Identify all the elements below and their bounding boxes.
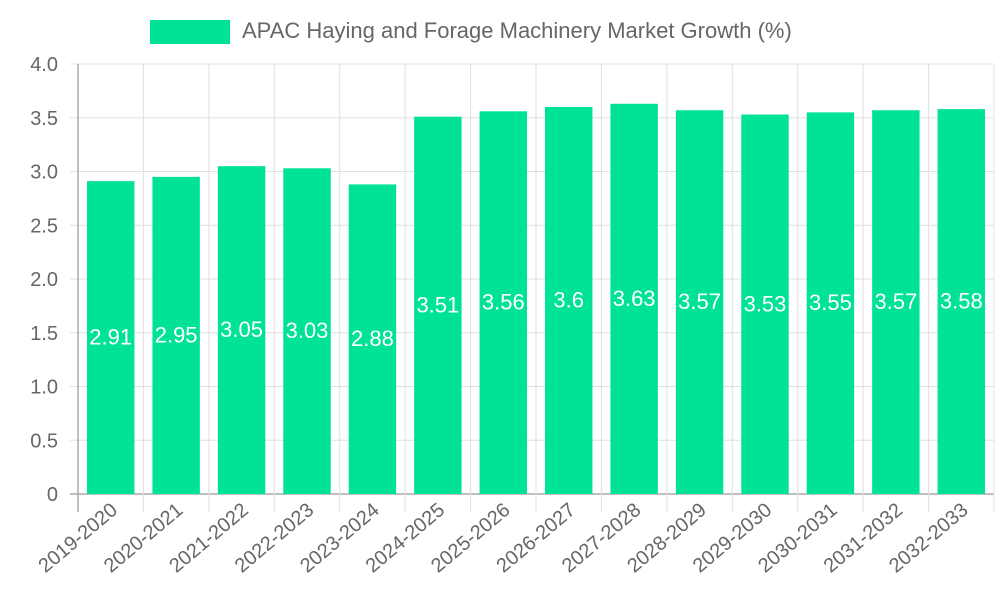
bar[interactable]: [937, 109, 985, 495]
bar[interactable]: [414, 116, 462, 495]
bar-value-label: 3.55: [809, 290, 852, 315]
legend-swatch[interactable]: [150, 20, 230, 44]
bar-value-label: 3.57: [678, 289, 721, 314]
bar-value-label: 3.58: [940, 289, 983, 314]
bar-value-label: 3.56: [482, 290, 525, 315]
bar[interactable]: [87, 181, 135, 495]
bar[interactable]: [675, 110, 724, 494]
bar-value-label: 2.88: [351, 326, 394, 351]
y-tick-label: 1.0: [30, 377, 58, 399]
y-tick-label: 2.5: [30, 215, 58, 237]
y-tick-label: 3.0: [30, 162, 58, 184]
y-tick-label: 3.5: [30, 108, 58, 130]
bar[interactable]: [545, 107, 593, 494]
legend-label[interactable]: APAC Haying and Forage Machinery Market …: [242, 18, 792, 43]
bar[interactable]: [806, 112, 855, 494]
bar-value-label: 3.05: [220, 317, 263, 342]
bar-value-label: 3.53: [744, 291, 787, 316]
bar[interactable]: [217, 166, 266, 494]
bar-value-label: 3.63: [613, 286, 656, 311]
bar-value-label: 2.95: [155, 322, 198, 347]
bar-value-label: 3.03: [286, 318, 329, 343]
y-tick-label: 1.5: [30, 323, 58, 345]
bar[interactable]: [283, 168, 331, 494]
bar[interactable]: [741, 114, 789, 495]
bar[interactable]: [872, 110, 920, 494]
y-tick-label: 0: [47, 484, 58, 506]
y-tick-label: 0.5: [30, 430, 58, 452]
y-tick-label: 2.0: [30, 269, 58, 291]
bar-value-label: 2.91: [89, 325, 132, 350]
bar[interactable]: [479, 111, 527, 495]
y-tick-label: 4.0: [30, 54, 58, 76]
bar[interactable]: [348, 184, 397, 494]
bar-value-label: 3.57: [874, 289, 917, 314]
bar[interactable]: [152, 176, 200, 494]
bar[interactable]: [610, 103, 658, 495]
bar-value-label: 3.6: [553, 288, 584, 313]
bar-value-label: 3.51: [416, 292, 459, 317]
